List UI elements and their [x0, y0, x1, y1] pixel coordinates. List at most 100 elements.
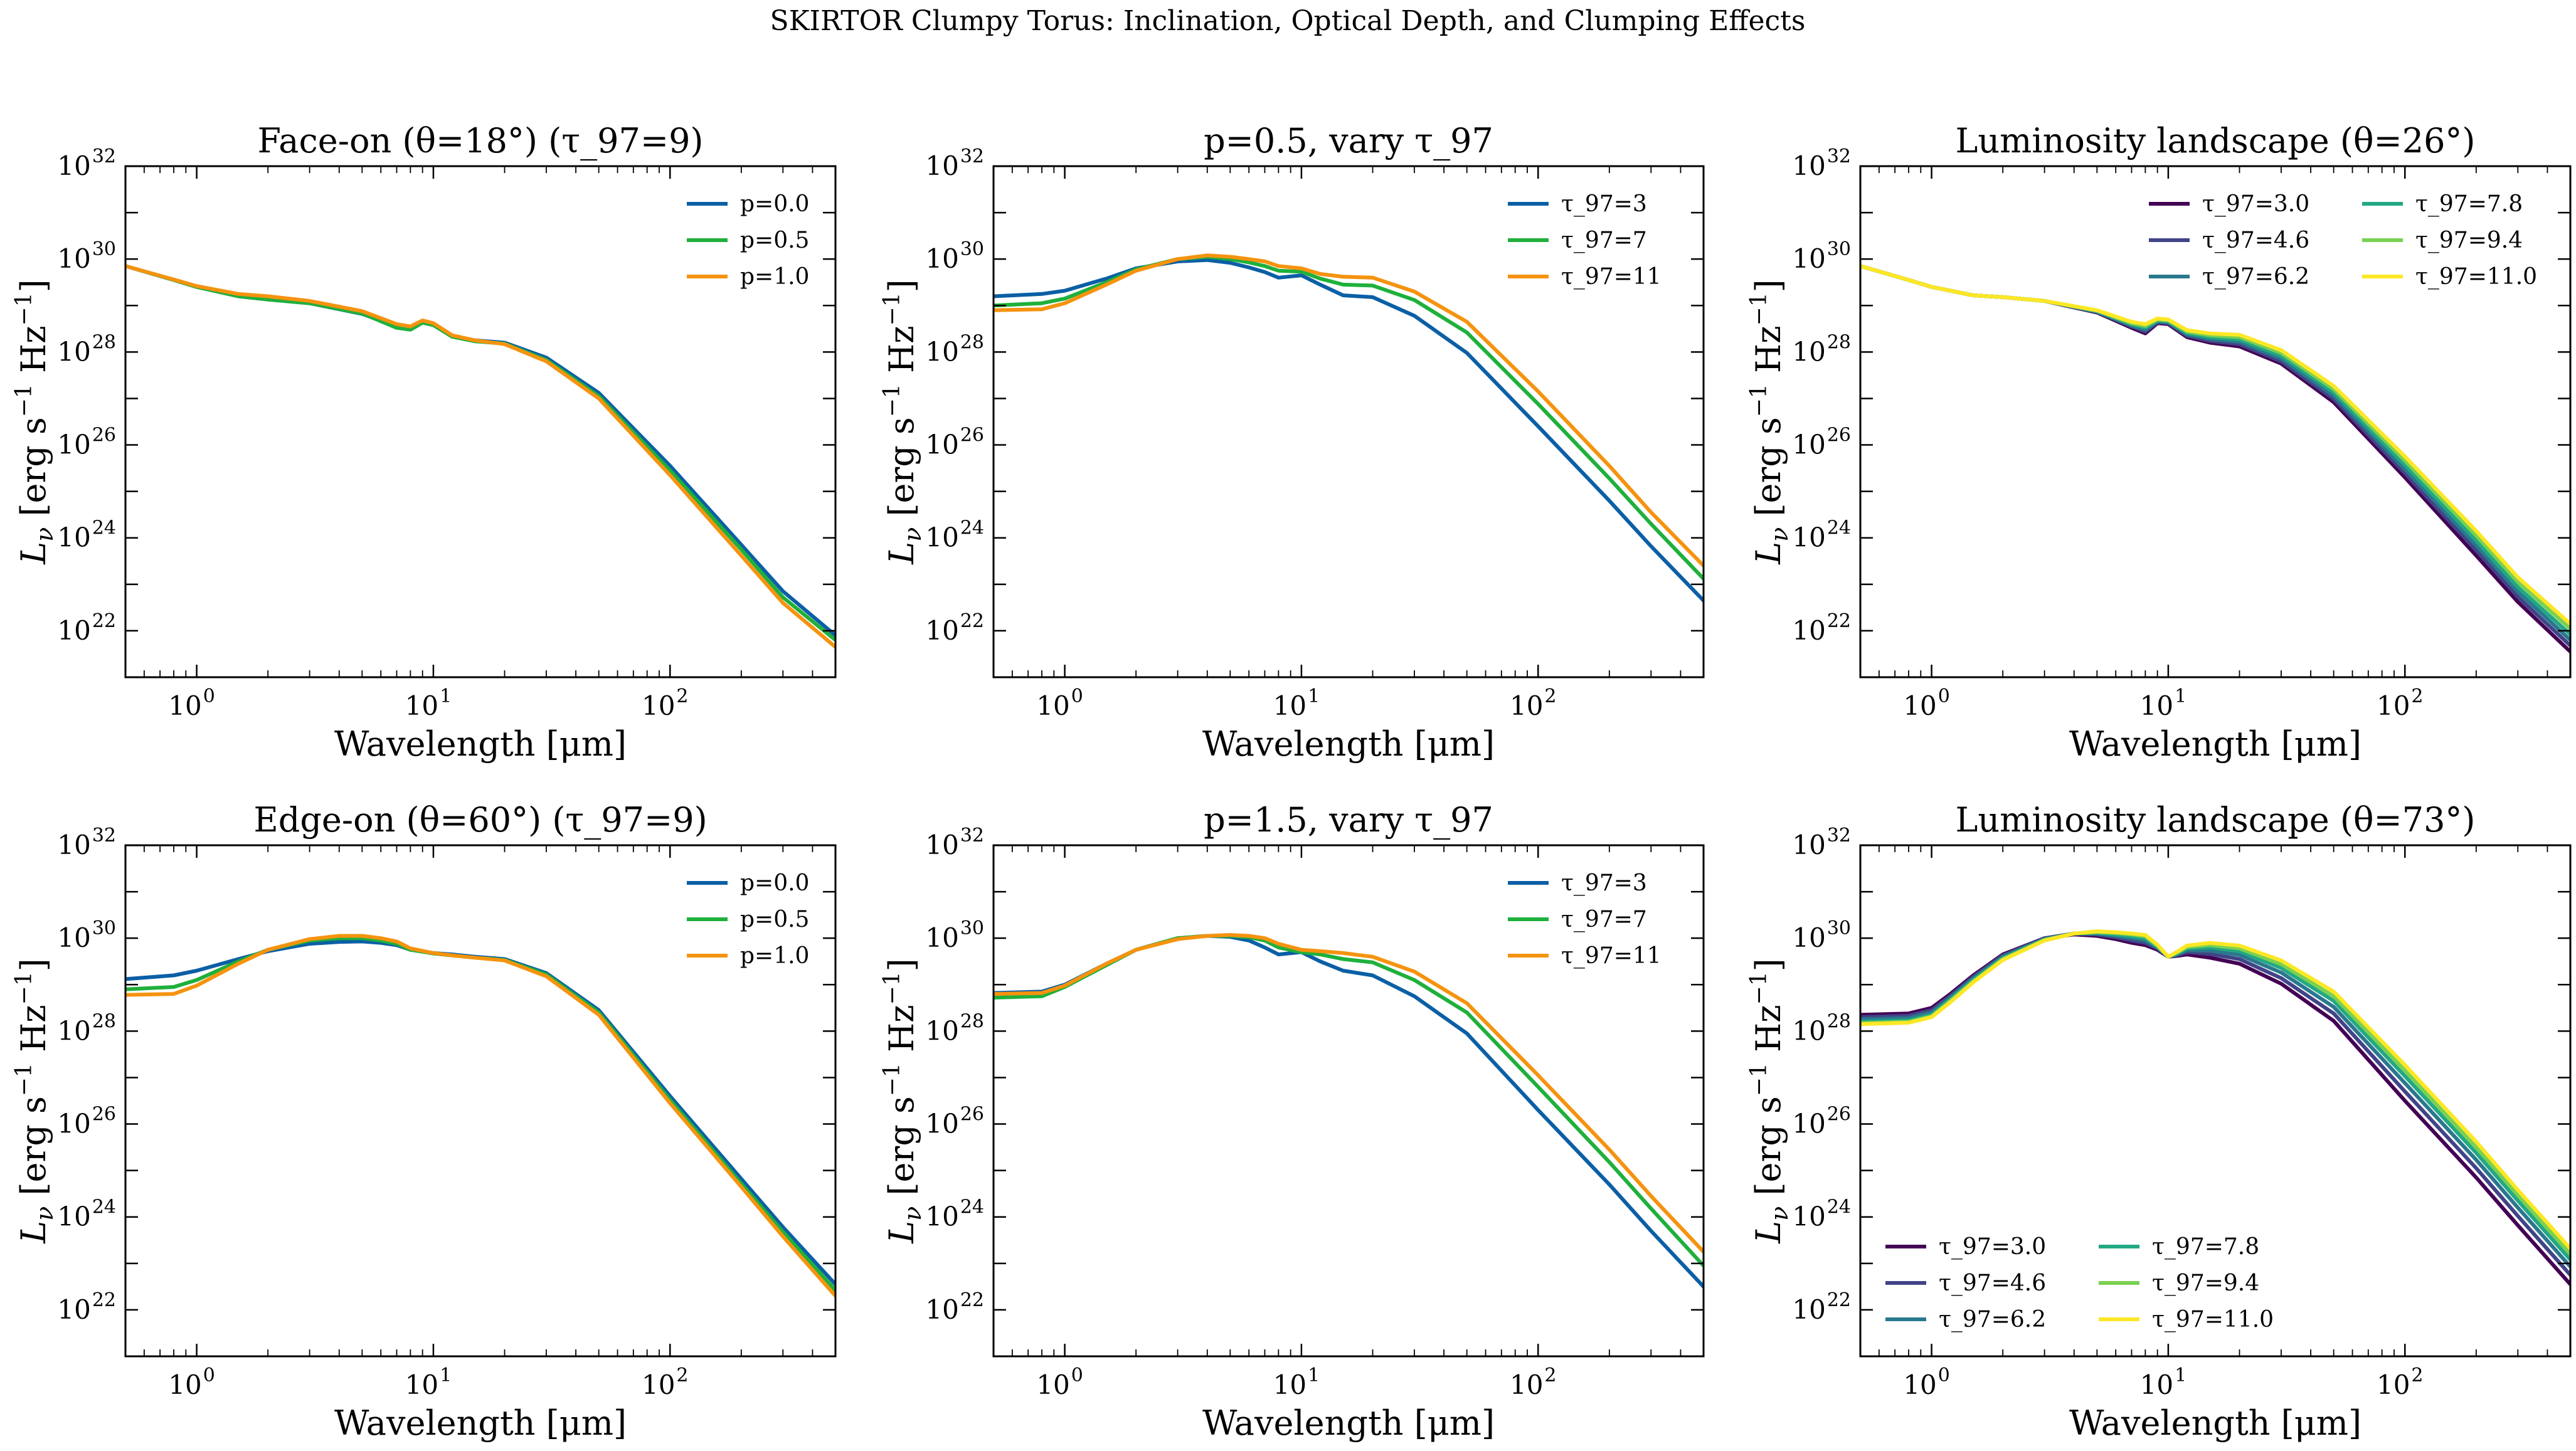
tick-marks — [125, 165, 836, 678]
series-line-2 — [125, 264, 835, 642]
series-group — [1860, 929, 2570, 1287]
y-tick-label: 1028 — [57, 331, 116, 367]
y-tick-label: 1030 — [57, 917, 116, 953]
tick-marks — [993, 165, 1704, 678]
y-tick-label: 1024 — [57, 517, 116, 553]
plot-frame — [124, 844, 837, 1358]
x-tick-label: 102 — [1510, 685, 1557, 721]
x-tick-label: 102 — [642, 1364, 689, 1400]
legend-label: τ_97=3 — [1561, 191, 1647, 217]
y-tick-label: 1022 — [1792, 610, 1851, 646]
panels-group: Face-on (θ=18°) (τ_97=9) 100 101 102 1022 102… — [11, 121, 2572, 1443]
legend-label: p=1.0 — [740, 264, 809, 290]
legend-label: τ_97=11.0 — [2415, 264, 2537, 290]
y-tick-label: 1026 — [925, 425, 984, 460]
x-axis-label: Wavelength [μm] — [334, 724, 627, 764]
plot-frame — [124, 165, 837, 678]
series-group — [994, 933, 1704, 1289]
chart-title: Luminosity landscape (θ=26°) — [1955, 121, 2475, 161]
legend-label: τ_97=3.0 — [2202, 191, 2309, 217]
chart-panel-4: Edge-on (θ=60°) (τ_97=9) 100 101 102 1022 102… — [11, 800, 837, 1443]
y-tick-label: 1032 — [925, 145, 984, 181]
chart-panel-2: p=0.5, vary τ_97 100 101 102 1022 1024 1026 102… — [879, 121, 1705, 764]
legend-label: p=0.5 — [740, 228, 809, 253]
legend-label: τ_97=6.2 — [2202, 264, 2309, 290]
x-tick-label: 102 — [1510, 1364, 1557, 1400]
y-tick-label: 1030 — [925, 238, 984, 274]
series-group — [1860, 264, 2570, 654]
legend-label: τ_97=3 — [1561, 870, 1647, 896]
x-tick-label: 101 — [405, 1364, 452, 1400]
legend: τ_97=3.0 τ_97=4.6 τ_97=6.2 τ_97=7.8 τ_97=9.4… — [1885, 1234, 2274, 1332]
x-tick-label: 101 — [1273, 685, 1320, 721]
legend: τ_97=3 τ_97=7 τ_97=11 — [1508, 870, 1662, 969]
legend: p=0.0 p=0.5 p=1.0 — [687, 191, 809, 290]
figure-suptitle: SKIRTOR Clumpy Torus: Inclination, Optic… — [770, 5, 1806, 37]
plot-frame — [992, 165, 1705, 678]
legend: τ_97=3 τ_97=7 τ_97=11 — [1508, 191, 1662, 290]
y-tick-label: 1032 — [57, 825, 116, 860]
y-tick-label: 1024 — [1792, 1196, 1851, 1232]
y-tick-label: 1032 — [1792, 145, 1851, 181]
legend-label: τ_97=9.4 — [2415, 228, 2523, 253]
chart-panel-6: Luminosity landscape (θ=73°) 100 101 102 102… — [1746, 800, 2572, 1443]
series-line-3 — [994, 933, 1704, 1254]
x-tick-label: 100 — [1036, 1364, 1083, 1400]
x-axis-label: Wavelength [μm] — [2069, 1403, 2361, 1443]
chart-panel-5: p=1.5, vary τ_97 100 101 102 1022 1024 1026 102… — [879, 800, 1705, 1443]
y-tick-label: 1024 — [925, 517, 984, 553]
y-tick-label: 1032 — [1792, 825, 1851, 860]
legend-label: τ_97=11 — [1561, 943, 1662, 969]
y-tick-label: 1024 — [925, 1196, 984, 1232]
legend-label: τ_97=7 — [1561, 907, 1647, 932]
series-group — [125, 934, 835, 1298]
series-line-3 — [125, 934, 835, 1298]
y-tick-label: 1026 — [1792, 1104, 1851, 1139]
legend-label: τ_97=11 — [1561, 264, 1662, 290]
legend: τ_97=3.0 τ_97=4.6 τ_97=6.2 τ_97=7.8 τ_97=9.4… — [2149, 191, 2537, 290]
legend-label: τ_97=7 — [1561, 228, 1647, 253]
legend-label: p=1.0 — [740, 943, 809, 969]
x-tick-label: 101 — [2140, 1364, 2187, 1400]
y-tick-label: 1032 — [925, 825, 984, 860]
y-tick-label: 1022 — [925, 610, 984, 646]
y-tick-label: 1026 — [57, 425, 116, 460]
y-tick-label: 1030 — [1792, 238, 1851, 274]
series-line-1 — [994, 258, 1704, 603]
series-group — [994, 253, 1704, 603]
legend-label: p=0.5 — [740, 907, 809, 932]
y-axis-label: Lν [erg s−1 Hz−1] — [1746, 958, 1793, 1243]
x-axis-label: Wavelength [μm] — [334, 1403, 627, 1443]
y-axis-label: Lν [erg s−1 Hz−1] — [11, 958, 58, 1243]
y-tick-label: 1024 — [57, 1196, 116, 1232]
series-line-6 — [1860, 264, 2570, 626]
legend-label: τ_97=4.6 — [1939, 1270, 2046, 1296]
series-line-6 — [1860, 929, 2570, 1251]
chart-panel-3: Luminosity landscape (θ=26°) 100 101 102 102… — [1746, 121, 2572, 764]
x-tick-label: 102 — [642, 685, 689, 721]
y-tick-label: 1022 — [57, 1289, 116, 1325]
y-tick-label: 1026 — [925, 1104, 984, 1139]
chart-title: p=0.5, vary τ_97 — [1204, 121, 1493, 161]
legend-label: τ_97=7.8 — [2152, 1234, 2259, 1260]
x-axis-label: Wavelength [μm] — [2069, 724, 2361, 764]
y-tick-label: 1022 — [925, 1289, 984, 1325]
y-tick-label: 1030 — [57, 238, 116, 274]
tick-marks — [993, 844, 1704, 1358]
y-axis-label: Lν [erg s−1 Hz−1] — [11, 279, 58, 564]
chart-title: Edge-on (θ=60°) (τ_97=9) — [253, 800, 707, 840]
chart-title: Luminosity landscape (θ=73°) — [1955, 800, 2475, 840]
y-tick-label: 1032 — [57, 145, 116, 181]
x-tick-label: 100 — [168, 1364, 215, 1400]
y-tick-label: 1030 — [925, 917, 984, 953]
y-tick-label: 1026 — [57, 1104, 116, 1139]
tick-marks — [1860, 844, 2571, 1358]
x-tick-label: 102 — [2377, 685, 2424, 721]
legend-label: τ_97=7.8 — [2415, 191, 2523, 217]
legend: p=0.0 p=0.5 p=1.0 — [687, 870, 809, 969]
x-tick-label: 102 — [2377, 1364, 2424, 1400]
tick-marks — [125, 844, 836, 1358]
x-tick-label: 101 — [1273, 1364, 1320, 1400]
y-axis-label: Lν [erg s−1 Hz−1] — [1746, 279, 1793, 564]
